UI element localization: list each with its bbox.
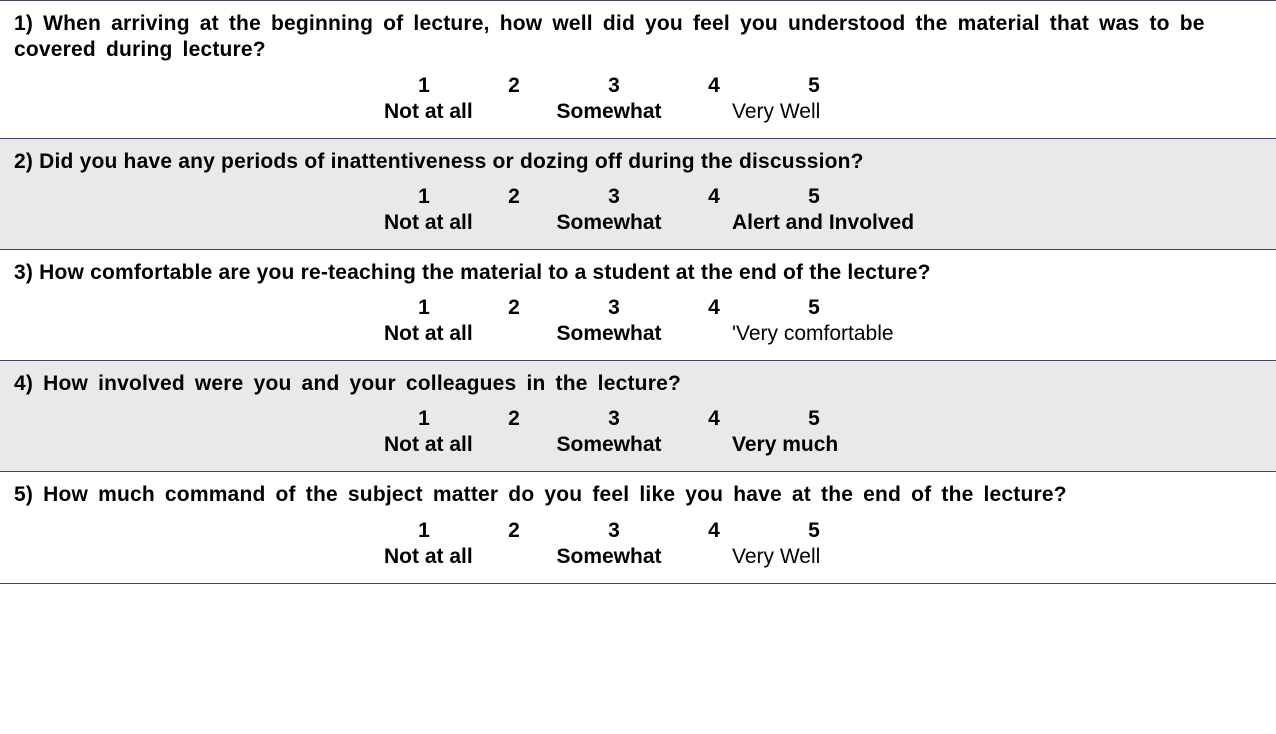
scale-num-3: 3 xyxy=(564,296,664,320)
scale-num-4: 4 xyxy=(664,74,764,98)
question-3-text: 3) How comfortable are you re-teaching t… xyxy=(14,260,1262,286)
scale-num-5: 5 xyxy=(764,185,864,209)
scale-num-3: 3 xyxy=(564,407,664,431)
question-1-label-high: Very Well xyxy=(704,100,820,124)
question-3-labels: Not at all Somewhat 'Very comfortable xyxy=(384,322,1262,346)
scale-num-4: 4 xyxy=(664,296,764,320)
scale-num-3: 3 xyxy=(564,519,664,543)
scale-num-5: 5 xyxy=(764,74,864,98)
question-3-label-low: Not at all xyxy=(384,322,514,346)
question-2-scale: 1 2 3 4 5 Not at all Somewhat Alert and … xyxy=(384,185,1262,235)
question-1-scale: 1 2 3 4 5 Not at all Somewhat Very Well xyxy=(384,74,1262,124)
question-4-label-high: Very much xyxy=(704,433,838,457)
question-5-scale: 1 2 3 4 5 Not at all Somewhat Very Well xyxy=(384,519,1262,569)
question-5-numbers: 1 2 3 4 5 xyxy=(384,519,1262,543)
scale-num-5: 5 xyxy=(764,407,864,431)
scale-num-4: 4 xyxy=(664,519,764,543)
scale-num-5: 5 xyxy=(764,296,864,320)
question-3-numbers: 1 2 3 4 5 xyxy=(384,296,1262,320)
question-5-label-low: Not at all xyxy=(384,545,514,569)
question-1-text: 1) When arriving at the beginning of lec… xyxy=(14,11,1262,64)
scale-num-1: 1 xyxy=(384,185,464,209)
scale-num-5: 5 xyxy=(764,519,864,543)
question-2-labels: Not at all Somewhat Alert and Involved xyxy=(384,211,1262,235)
question-4: 4) How involved were you and your collea… xyxy=(0,360,1276,471)
scale-num-2: 2 xyxy=(464,407,564,431)
question-5-labels: Not at all Somewhat Very Well xyxy=(384,545,1262,569)
question-4-text: 4) How involved were you and your collea… xyxy=(14,371,1262,397)
question-3-scale: 1 2 3 4 5 Not at all Somewhat 'Very comf… xyxy=(384,296,1262,346)
scale-num-1: 1 xyxy=(384,74,464,98)
question-2-label-high: Alert and Involved xyxy=(704,211,914,235)
question-4-scale: 1 2 3 4 5 Not at all Somewhat Very much xyxy=(384,407,1262,457)
scale-num-1: 1 xyxy=(384,407,464,431)
scale-num-4: 4 xyxy=(664,185,764,209)
question-1-label-mid: Somewhat xyxy=(514,100,704,124)
question-2: 2) Did you have any periods of inattenti… xyxy=(0,138,1276,249)
scale-num-2: 2 xyxy=(464,74,564,98)
question-4-numbers: 1 2 3 4 5 xyxy=(384,407,1262,431)
question-4-label-mid: Somewhat xyxy=(514,433,704,457)
scale-num-2: 2 xyxy=(464,185,564,209)
question-4-labels: Not at all Somewhat Very much xyxy=(384,433,1262,457)
question-2-numbers: 1 2 3 4 5 xyxy=(384,185,1262,209)
question-5-label-mid: Somewhat xyxy=(514,545,704,569)
survey-container: 1) When arriving at the beginning of lec… xyxy=(0,0,1276,584)
scale-num-1: 1 xyxy=(384,519,464,543)
question-2-label-mid: Somewhat xyxy=(514,211,704,235)
question-2-text: 2) Did you have any periods of inattenti… xyxy=(14,149,1262,175)
question-2-label-low: Not at all xyxy=(384,211,514,235)
question-1: 1) When arriving at the beginning of lec… xyxy=(0,0,1276,138)
question-3-label-high: 'Very comfortable xyxy=(704,322,894,346)
question-5-text: 5) How much command of the subject matte… xyxy=(14,482,1262,508)
question-1-numbers: 1 2 3 4 5 xyxy=(384,74,1262,98)
question-1-labels: Not at all Somewhat Very Well xyxy=(384,100,1262,124)
question-5: 5) How much command of the subject matte… xyxy=(0,471,1276,583)
question-3: 3) How comfortable are you re-teaching t… xyxy=(0,249,1276,360)
question-3-label-mid: Somewhat xyxy=(514,322,704,346)
question-5-label-high: Very Well xyxy=(704,545,820,569)
scale-num-2: 2 xyxy=(464,519,564,543)
scale-num-3: 3 xyxy=(564,185,664,209)
scale-num-2: 2 xyxy=(464,296,564,320)
question-4-label-low: Not at all xyxy=(384,433,514,457)
scale-num-3: 3 xyxy=(564,74,664,98)
scale-num-1: 1 xyxy=(384,296,464,320)
question-1-label-low: Not at all xyxy=(384,100,514,124)
scale-num-4: 4 xyxy=(664,407,764,431)
